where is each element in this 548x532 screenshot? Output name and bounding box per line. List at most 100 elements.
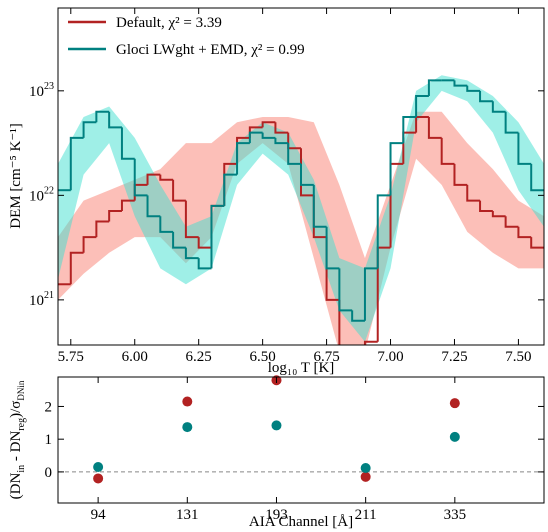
step-segment [312, 184, 327, 228]
x-axis-label: log₁₀ T [K] [268, 360, 335, 376]
label-part: (DN [8, 473, 24, 500]
x-tick-label: 94 [91, 507, 107, 523]
step-segment [300, 163, 314, 186]
step-segment [491, 211, 506, 218]
point [360, 471, 371, 482]
y-tick-label: 0 [45, 465, 53, 481]
step-segment [517, 132, 532, 165]
tick-exponent: 23 [44, 81, 54, 92]
x-tick-label: 7.00 [377, 349, 403, 365]
step-segment [197, 258, 212, 270]
step-segment [146, 173, 161, 185]
point [449, 431, 460, 442]
x-tick-label: 6.50 [250, 349, 276, 365]
step-segment [108, 210, 122, 222]
tick-exponent: 21 [44, 290, 54, 301]
point [93, 473, 104, 484]
step-segment [120, 199, 135, 212]
point [449, 398, 460, 409]
bands [58, 75, 544, 345]
point [182, 422, 193, 433]
label-part: - DN [8, 431, 24, 465]
step-segment [504, 216, 519, 228]
step-segment [402, 115, 417, 144]
x-tick-label: 7.50 [505, 349, 531, 365]
step-segment [491, 101, 506, 113]
step-segment [82, 236, 97, 253]
x-tick-label: 211 [355, 507, 377, 523]
step-segment [159, 216, 174, 233]
step-segment [376, 194, 391, 269]
step-segment [210, 204, 225, 269]
step-segment [338, 268, 353, 312]
step-segment [427, 116, 442, 139]
step-segment [172, 179, 186, 202]
x-tick-label: 335 [444, 507, 467, 523]
x-axis-label: AIA Channel [Å] [249, 514, 353, 530]
x-tick-label: 6.00 [122, 349, 148, 365]
step-segment [108, 111, 122, 129]
axes-frame [57, 376, 545, 504]
step-segment [197, 237, 212, 249]
step-segment [453, 80, 468, 87]
steps [58, 79, 544, 345]
step-segment [261, 132, 276, 139]
step-segment [82, 121, 97, 138]
uncertainty-band [58, 75, 544, 342]
step-segment [172, 231, 186, 249]
x-tick-label: 5.75 [58, 349, 84, 365]
step-segment [69, 136, 84, 191]
point [271, 420, 282, 431]
step-segment [184, 200, 199, 239]
label-part: in [16, 465, 27, 473]
step-segment [287, 143, 301, 165]
y-tick-label: 1022 [29, 185, 54, 204]
tick-base: 10 [29, 293, 44, 309]
x-tick-label: 6.75 [313, 349, 339, 365]
step-segment [479, 90, 493, 103]
step-segment [466, 85, 481, 92]
label-part: reg [16, 418, 27, 431]
step-segment [159, 174, 174, 181]
step-segment [530, 163, 544, 192]
step-segment [69, 251, 84, 285]
y-axis-label: (DNin - DNreg)/σDNin [8, 380, 27, 499]
step-segment [274, 137, 289, 145]
legend-label: Gloci LWght + EMD, χ² = 0.99 [116, 42, 305, 58]
y-tick-label: 1021 [29, 290, 54, 309]
step-segment [530, 237, 544, 249]
step-segment [236, 142, 250, 175]
step-segment [120, 127, 135, 160]
uncertainty-band [58, 111, 544, 345]
point [360, 462, 371, 473]
tick-base: 10 [29, 84, 44, 100]
step-segment [415, 95, 429, 117]
y-tick-label: 1023 [29, 81, 54, 100]
tick-base: 10 [29, 188, 44, 204]
x-tick-label: 131 [176, 507, 199, 523]
step-segment [466, 184, 481, 202]
step-segment [325, 226, 340, 270]
x-tick-label: 193 [265, 507, 288, 523]
step-segment [261, 121, 276, 128]
step-segment [389, 142, 404, 196]
y-tick-label: 2 [45, 399, 53, 415]
legend-label: Default, χ² = 3.39 [116, 15, 222, 31]
step-segment [133, 158, 148, 197]
step-segment [338, 299, 341, 345]
step-segment [427, 79, 442, 97]
step-segment [453, 163, 468, 186]
step-segment [223, 173, 238, 206]
step-segment [248, 131, 263, 144]
axes-frame [57, 7, 545, 346]
step-segment [184, 247, 199, 260]
step-segment [479, 200, 493, 213]
step-segment [351, 310, 365, 322]
point [182, 396, 193, 407]
step-segment [146, 195, 161, 218]
tick-exponent: 22 [44, 185, 54, 196]
point [93, 462, 104, 472]
step-segment [504, 111, 519, 134]
y-axis-label: DEM [cm⁻⁵ K⁻¹] [8, 123, 24, 229]
